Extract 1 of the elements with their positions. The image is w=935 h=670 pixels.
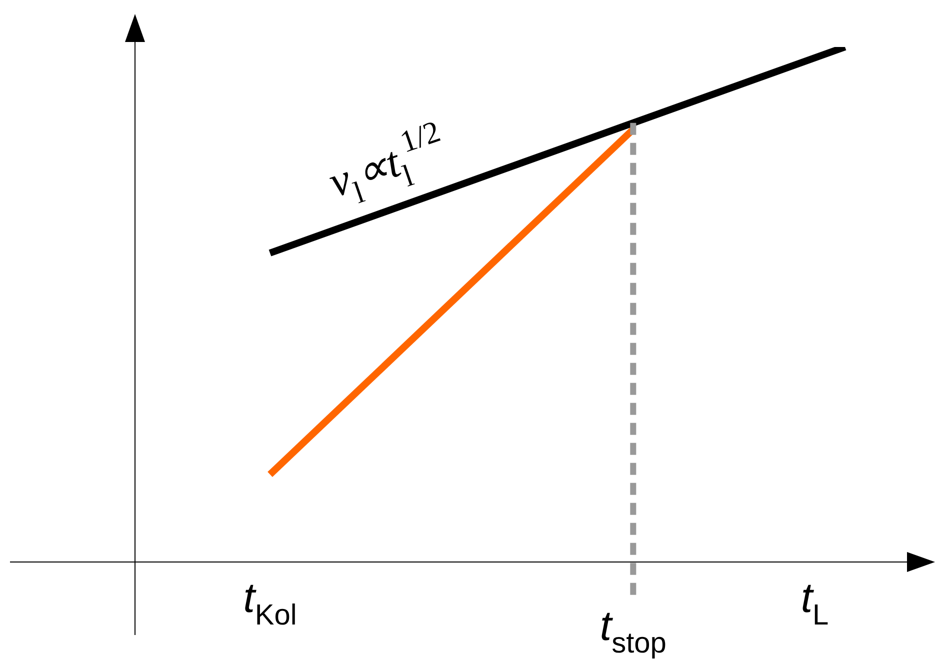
annotation: νl∝tl1/2	[322, 113, 444, 210]
